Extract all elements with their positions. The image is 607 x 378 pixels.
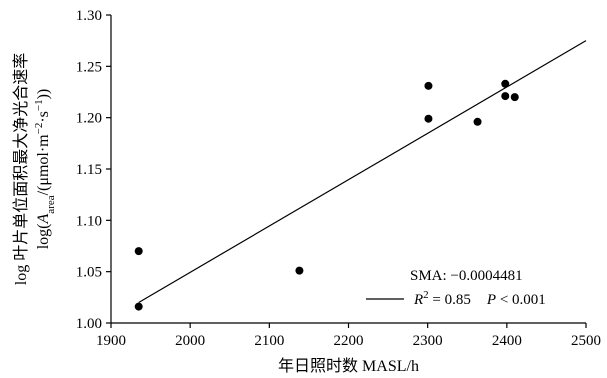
y-tick-label: 1.30	[76, 8, 102, 24]
data-point	[473, 117, 482, 126]
x-tick-label: 2200	[334, 333, 364, 349]
legend: SMA: −0.0004481 R2 = 0.85 P < 0.001	[366, 268, 546, 308]
data-point	[501, 92, 510, 101]
data-points	[134, 79, 519, 311]
legend-stats-text: R2 = 0.85 P < 0.001	[413, 289, 546, 308]
y-axis-title-prefix: log(	[35, 223, 52, 249]
legend-r2-sup: 2	[423, 289, 429, 301]
y-axis-title-sup2: −1	[33, 99, 45, 111]
y-axis-title-unit: /(μmol·m	[35, 134, 52, 196]
x-axis-title: 年日照时数 MASL/h	[278, 357, 419, 375]
y-axis-title-dot: ·s	[35, 111, 52, 123]
legend-p-symbol: P	[486, 292, 496, 308]
y-axis-title-close: ))	[35, 89, 52, 100]
x-tick-label: 1900	[96, 333, 126, 349]
x-tick-label: 2100	[254, 333, 284, 349]
y-tick-label: 1.05	[76, 265, 102, 281]
data-point	[134, 247, 143, 256]
ticks	[106, 14, 587, 328]
y-axis-title-line2: log(Aarea/(μmol·m−2·s−1))	[33, 89, 57, 250]
sma-fit-line	[138, 40, 587, 303]
y-tick-label: 1.25	[76, 59, 102, 75]
y-axis-title-a: A	[35, 213, 52, 224]
y-axis-title-sup1: −2	[33, 123, 45, 135]
x-tick-label: 2500	[571, 333, 601, 349]
y-tick-label: 1.15	[76, 162, 102, 178]
y-axis-title-line1: log 叶片单位面积最大净光合速率	[12, 53, 30, 285]
data-point	[295, 266, 304, 275]
data-point	[510, 93, 519, 102]
x-tick-label: 2400	[492, 333, 522, 349]
legend-p-value: < 0.001	[496, 292, 546, 308]
x-tick-label: 2300	[413, 333, 443, 349]
y-axis-title-sub: area	[45, 195, 57, 213]
y-tick-label: 1.10	[76, 213, 102, 229]
fit-line-group	[138, 40, 587, 303]
legend-r2-symbol: R	[413, 292, 423, 308]
data-point	[424, 114, 433, 123]
y-tick-label: 1.00	[76, 316, 102, 332]
data-point	[501, 79, 510, 88]
data-point	[424, 81, 433, 90]
x-tick-label: 2000	[175, 333, 205, 349]
legend-r2-value: = 0.85	[429, 292, 471, 308]
y-tick-label: 1.20	[76, 111, 102, 127]
data-point	[134, 302, 143, 311]
tick-labels: 1900 2000 2100 2200 2300 2400 2500 1.00 1.05 1.10…	[76, 8, 601, 349]
legend-sma-text: SMA: −0.0004481	[410, 268, 523, 284]
